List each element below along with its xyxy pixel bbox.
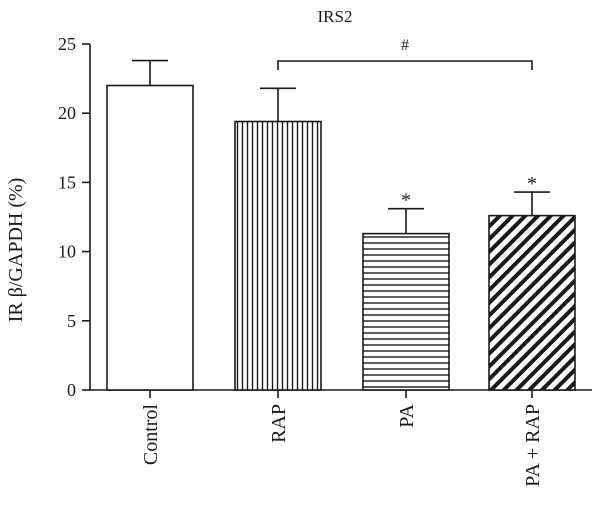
comparison-bracket [277,60,533,70]
y-tick-label: 20 [58,103,76,123]
x-tick-label: RAP [268,404,290,443]
significance-marker: * [527,173,537,195]
bar-rap [234,120,322,391]
y-axis-label: IR β/GAPDH (%) [5,178,27,323]
y-tick-label: 5 [67,311,76,331]
significance-marker: * [401,190,411,212]
bar-pa [362,232,450,391]
bar-pa-rap [488,214,576,391]
y-tick-label: 25 [58,34,76,54]
y-tick-label: 0 [67,380,76,400]
y-tick-label: 10 [58,242,76,262]
chart-title: IRS2 [318,7,353,26]
comparison-label: # [401,37,409,54]
x-tick-label: PA [396,403,418,427]
bar-control [106,84,194,391]
x-tick-label: Control [140,404,162,466]
y-tick-label: 15 [58,172,76,192]
x-tick-label: PA + RAP [522,404,544,487]
